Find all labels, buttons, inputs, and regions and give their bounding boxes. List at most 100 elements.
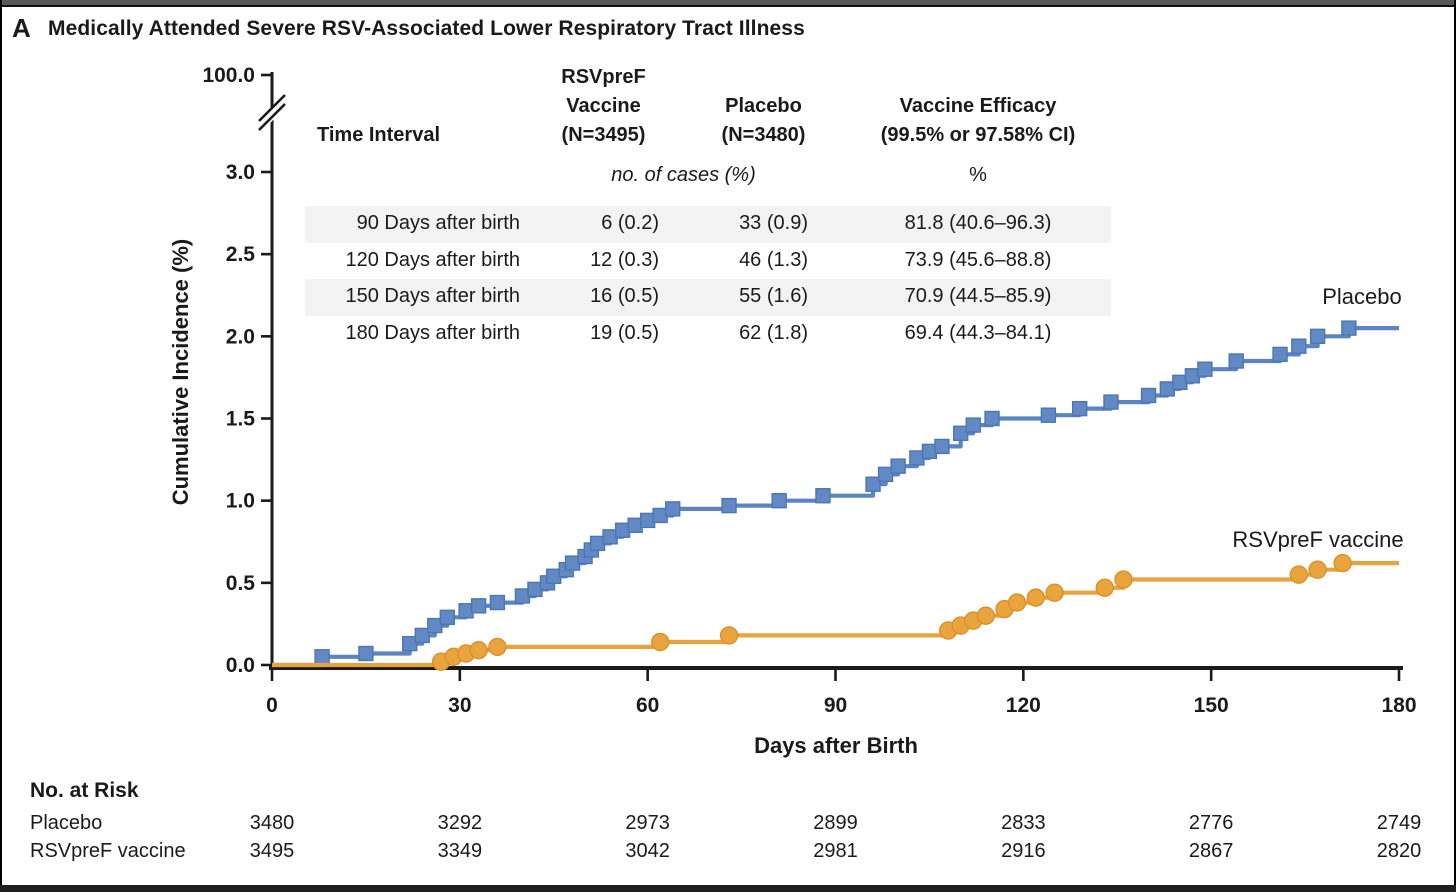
- risk-value: 2749: [1376, 812, 1422, 834]
- x-tick-label: 90: [824, 694, 847, 717]
- vaccine-event-marker: [1308, 560, 1327, 579]
- placebo-event-marker: [458, 603, 474, 619]
- x-tick-label: 30: [448, 694, 471, 717]
- vaccine-event-marker: [1114, 570, 1133, 589]
- vaccine-event-marker: [1007, 593, 1027, 612]
- table-row-stripe: [305, 279, 1111, 316]
- y-tick-label: 0.0: [226, 654, 255, 677]
- placebo-event-marker: [652, 507, 668, 524]
- risk-value: 3042: [625, 840, 670, 862]
- window-top-bar: [0, 0, 1456, 7]
- y-tick-label: 3.0: [226, 161, 255, 184]
- window-bottom-bar: [0, 885, 1456, 892]
- placebo-event-marker: [558, 561, 574, 578]
- placebo-event-marker: [470, 598, 487, 614]
- vaccine-event-marker: [1026, 588, 1046, 607]
- series-line-vaccine: [272, 561, 1399, 668]
- risk-value: 2916: [1001, 840, 1046, 862]
- placebo-event-marker: [721, 497, 737, 514]
- placebo-event-marker: [1291, 338, 1307, 354]
- risk-value: 2981: [813, 840, 858, 862]
- placebo-event-marker: [921, 443, 938, 460]
- row-vaccine-cases: 16 (0.5): [590, 285, 659, 307]
- vaccine-event-marker: [1045, 583, 1064, 602]
- column-header-vaccine: RSVpreF: [561, 66, 646, 88]
- risk-row-label: Placebo: [30, 812, 103, 834]
- placebo-event-marker: [890, 458, 906, 474]
- table-row-stripe: [305, 206, 1111, 243]
- placebo-event-marker: [402, 635, 418, 652]
- curve-label-placebo: Placebo: [1322, 284, 1402, 309]
- vaccine-efficacy-table: Time Interval RSVpreF Vaccine (N=3495) Place…: [305, 60, 1111, 352]
- y-tick-label: 1.5: [226, 408, 256, 431]
- vaccine-event-marker: [488, 637, 507, 657]
- x-tick-label: 60: [636, 694, 659, 717]
- series-line-placebo: [272, 326, 1399, 668]
- x-tick-label: 150: [1194, 694, 1229, 717]
- row-vaccine-efficacy: 70.9 (44.5–85.9): [904, 285, 1052, 307]
- y-tick-label: 0.5: [226, 572, 256, 595]
- risk-value: 3292: [437, 812, 483, 834]
- x-tick-label: 0: [266, 694, 278, 717]
- placebo-event-marker: [358, 645, 374, 662]
- y-tick-label-100: 100.0: [202, 64, 255, 87]
- row-vaccine-cases: 12 (0.3): [590, 248, 659, 271]
- placebo-event-marker: [489, 594, 506, 611]
- y-tick-label: 2.0: [226, 325, 255, 348]
- vaccine-event-marker: [976, 606, 995, 625]
- placebo-event-marker: [577, 548, 593, 565]
- y-axis-title: Cumulative Incidence (%): [168, 239, 193, 506]
- y-tick-label: 2.5: [226, 243, 256, 266]
- row-placebo-cases: 33 (0.9): [739, 212, 808, 234]
- placebo-event-marker: [439, 609, 456, 626]
- placebo-event-marker: [965, 417, 981, 433]
- placebo-event-marker: [1228, 353, 1244, 369]
- placebo-event-marker: [627, 517, 643, 534]
- placebo-event-marker: [909, 450, 925, 466]
- row-time-interval: 90 Days after birth: [356, 212, 520, 234]
- placebo-event-marker: [1184, 368, 1201, 384]
- figure-left-border: [0, 0, 2, 892]
- row-vaccine-efficacy: 69.4 (44.3–84.1): [904, 321, 1052, 344]
- risk-row-label: RSVpreF vaccine: [30, 840, 186, 862]
- row-vaccine-cases: 19 (0.5): [590, 321, 659, 344]
- column-header-efficacy: (99.5% or 97.58% CI): [880, 124, 1076, 146]
- subheader-no-of-cases: no. of cases (%): [611, 164, 756, 186]
- curve-label-vaccine: RSVpreF vaccine: [1232, 527, 1403, 552]
- placebo-event-marker: [614, 522, 631, 538]
- vaccine-event-marker: [995, 599, 1014, 619]
- row-time-interval: 180 Days after birth: [345, 321, 520, 344]
- vaccine-event-marker: [939, 621, 958, 640]
- row-time-interval: 150 Days after birth: [345, 285, 520, 307]
- vaccine-event-marker: [719, 626, 739, 645]
- vaccine-event-marker: [951, 616, 970, 635]
- placebo-event-marker: [865, 476, 881, 492]
- placebo-event-marker: [665, 501, 681, 517]
- panel-title: Medically Attended Severe RSV-Associated…: [48, 17, 805, 40]
- placebo-event-marker: [583, 542, 600, 558]
- risk-value: 2776: [1188, 812, 1234, 834]
- placebo-event-marker: [984, 410, 1000, 427]
- placebo-event-marker: [539, 575, 556, 591]
- placebo-event-marker: [314, 649, 330, 665]
- x-tick-label: 120: [1006, 694, 1041, 717]
- axis-break-slash: [258, 94, 286, 122]
- placebo-event-marker: [1309, 328, 1326, 345]
- placebo-event-marker: [1140, 387, 1157, 404]
- vaccine-event-marker: [444, 647, 463, 666]
- placebo-event-marker: [602, 529, 618, 545]
- vaccine-event-marker: [1095, 578, 1114, 597]
- vaccine-event-marker: [456, 644, 476, 663]
- vaccine-event-marker: [431, 652, 451, 671]
- risk-table-title: No. at Risk: [30, 779, 139, 802]
- placebo-event-marker: [934, 438, 950, 455]
- risk-value: 3480: [249, 812, 295, 834]
- placebo-event-marker: [639, 512, 656, 529]
- risk-value: 3349: [437, 840, 483, 862]
- placebo-event-marker: [414, 627, 430, 644]
- column-header-efficacy: Vaccine Efficacy: [899, 95, 1057, 117]
- vaccine-event-marker: [650, 632, 670, 652]
- risk-value: 2899: [813, 812, 858, 834]
- placebo-event-marker: [589, 535, 606, 552]
- placebo-event-marker: [527, 581, 543, 598]
